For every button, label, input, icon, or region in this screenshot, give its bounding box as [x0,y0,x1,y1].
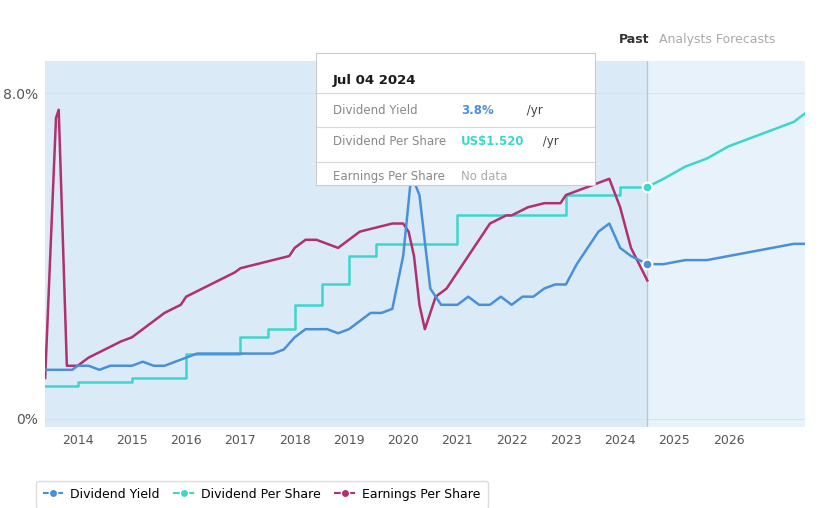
Text: Analysts Forecasts: Analysts Forecasts [658,34,775,46]
Text: No data: No data [461,170,507,182]
Text: 3.8%: 3.8% [461,104,494,116]
Bar [45,61,647,427]
Text: Dividend Per Share: Dividend Per Share [333,135,446,148]
Legend: Dividend Yield, Dividend Per Share, Earnings Per Share: Dividend Yield, Dividend Per Share, Earn… [36,481,488,508]
Text: US$1.520: US$1.520 [461,135,525,148]
Text: Earnings Per Share: Earnings Per Share [333,170,445,182]
Text: Jul 04 2024: Jul 04 2024 [333,75,416,87]
Text: Past: Past [618,34,649,46]
Text: Dividend Yield: Dividend Yield [333,104,417,116]
Bar [647,61,805,427]
Text: /yr: /yr [539,135,559,148]
Text: /yr: /yr [523,104,543,116]
